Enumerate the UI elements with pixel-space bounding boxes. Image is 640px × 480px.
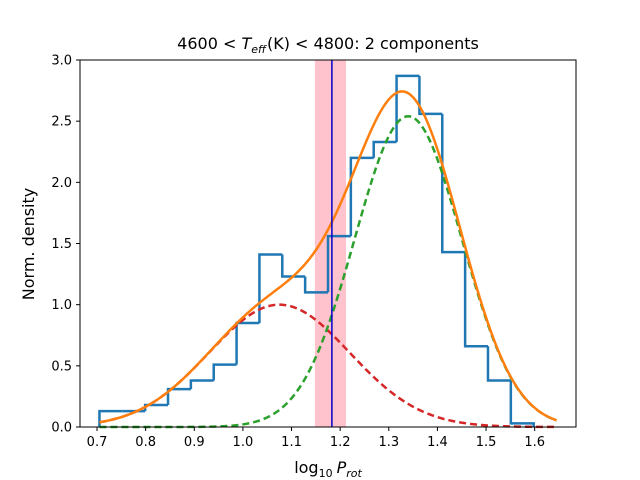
- histogram-bin: [418, 75, 443, 116]
- histogram-bin: [463, 252, 488, 348]
- histogram-bin: [258, 253, 283, 324]
- total-curve: [99, 90, 557, 424]
- histogram-bin: [189, 379, 214, 390]
- y-axis-label: Norm. density: [19, 188, 38, 300]
- component-2-curve: [99, 115, 557, 429]
- x-tick-label: 1.0: [233, 435, 254, 450]
- x-tick-label: 0.7: [87, 435, 108, 450]
- x-axis-label: log10 Prot: [294, 458, 362, 480]
- histogram-bin: [143, 403, 169, 412]
- histogram-bin: [166, 387, 191, 405]
- y-tick-label: 1.5: [51, 237, 72, 252]
- y-tick-label: 3.0: [51, 54, 72, 69]
- y-tick-label: 0.0: [51, 421, 72, 436]
- histogram-bin: [212, 363, 237, 381]
- histogram-bin: [441, 113, 466, 254]
- y-tick-label: 1.0: [51, 298, 72, 313]
- histogram-bin: [326, 234, 351, 293]
- y-tick-label: 2.5: [51, 115, 72, 130]
- curve-layer: [99, 90, 557, 429]
- histogram-bin: [486, 346, 511, 382]
- histogram-bin: [395, 74, 420, 142]
- x-tick-label: 0.9: [184, 435, 205, 450]
- plot-area: [98, 60, 557, 429]
- component-1-curve: [99, 303, 557, 429]
- histogram-bin: [349, 156, 374, 237]
- x-tick-label: 1.1: [281, 435, 302, 450]
- chart-title: 4600 < Teff(K) < 4800: 2 components: [177, 34, 479, 56]
- histogram-bin: [281, 254, 306, 278]
- x-tick-label: 1.6: [524, 435, 545, 450]
- x-tick-label: 1.5: [476, 435, 497, 450]
- x-tick-label: 1.4: [427, 435, 448, 450]
- histogram-bin: [372, 140, 397, 158]
- y-tick-label: 2.0: [51, 176, 72, 191]
- histogram-bin: [509, 380, 535, 427]
- y-tick-label: 0.5: [51, 359, 72, 374]
- x-tick-label: 1.2: [330, 435, 351, 450]
- x-tick-label: 0.8: [135, 435, 156, 450]
- y-axis-ticks: 0.0 0.5 1.0 1.5 2.0 2.5 3.0: [51, 54, 80, 436]
- x-axis-ticks: 0.7 0.8 0.9 1.0 1.1 1.2 1.3 1.4 1.5 1.6: [87, 427, 545, 450]
- histogram-bin: [303, 276, 328, 294]
- x-tick-label: 1.3: [378, 435, 399, 450]
